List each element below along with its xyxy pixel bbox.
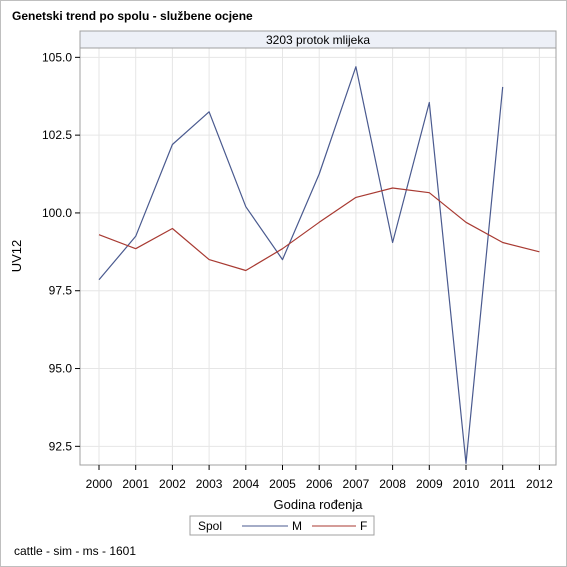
x-tick-label: 2005 — [269, 477, 296, 491]
series-line-m — [98, 66, 504, 464]
x-tick-label: 2008 — [379, 477, 406, 491]
x-axis-label: Godina rođenja — [274, 497, 364, 512]
y-tick-label: 97.5 — [49, 284, 73, 298]
x-tick-label: 2000 — [86, 477, 113, 491]
series-line-f — [98, 187, 540, 272]
legend-title: Spol — [198, 519, 222, 533]
grid-lines — [80, 48, 556, 465]
x-tick-label: 2007 — [343, 477, 370, 491]
legend-label-m: M — [292, 519, 302, 533]
x-tick-label: 2003 — [196, 477, 223, 491]
x-tick-label: 2011 — [490, 477, 516, 491]
x-tick-label: 2009 — [416, 477, 443, 491]
chart-title: Genetski trend po spolu - službene ocjen… — [12, 9, 253, 23]
y-tick-label: 100.0 — [42, 206, 72, 220]
x-tick-label: 2004 — [232, 477, 259, 491]
y-axis: 92.5 95.0 97.5 100.0 102.5 105.0 — [42, 50, 80, 453]
plot-area — [79, 47, 557, 466]
x-tick-label: 2001 — [122, 477, 149, 491]
footnote: cattle - sim - ms - 1601 — [14, 544, 137, 558]
x-tick-label: 2006 — [306, 477, 333, 491]
y-axis-label: UV12 — [9, 240, 24, 273]
y-tick-label: 105.0 — [42, 50, 72, 64]
legend: Spol M F — [189, 515, 375, 536]
x-tick-label: 2010 — [453, 477, 480, 491]
x-axis: 2000 2001 2002 2003 2004 2005 2006 2007 2008 2009… — [86, 465, 553, 491]
y-tick-label: 95.0 — [49, 362, 73, 376]
y-tick-label: 102.5 — [42, 128, 72, 142]
y-tick-label: 92.5 — [49, 439, 73, 453]
series-lines — [98, 66, 540, 464]
x-tick-label: 2002 — [159, 477, 186, 491]
x-tick-label: 2012 — [526, 477, 553, 491]
legend-label-f: F — [360, 519, 367, 533]
panel-label: 3203 protok mlijeka — [266, 33, 370, 47]
